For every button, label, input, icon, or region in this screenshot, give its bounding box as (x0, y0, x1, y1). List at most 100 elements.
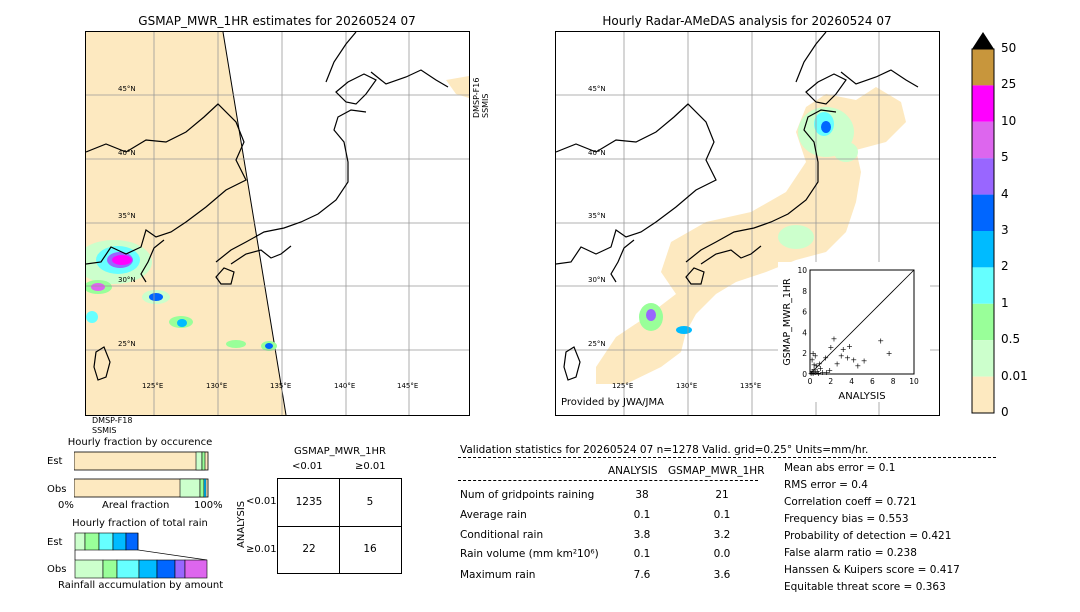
contingency-col-header: <0.01 (292, 461, 323, 472)
sat-name: DMSP-F18 (92, 416, 133, 425)
scatter-xtick: 2 (828, 377, 833, 386)
left-lat-label: 30°N (118, 276, 136, 284)
rain-area-medium (177, 319, 187, 327)
right-map-title: Hourly Radar-AMeDAS analysis for 2026052… (602, 14, 892, 28)
scatter-point: + (823, 368, 830, 377)
total-rain-seg (112, 532, 127, 551)
score-line: Hanssen & Kuipers score = 0.417 (784, 564, 960, 576)
validation-row-label: Average rain (460, 509, 527, 521)
total-rain-cat-est: Est (47, 537, 63, 548)
left-lat-label: 45°N (118, 85, 136, 93)
left-lon-label: 145°E (397, 382, 419, 390)
colorbar-segment (972, 376, 994, 413)
validation-col-gsmap: GSMAP_MWR_1HR (668, 465, 765, 477)
rain-area-medium (149, 293, 163, 301)
validation-header-rule (458, 457, 996, 458)
score-line: Mean abs error = 0.1 (784, 462, 896, 474)
right-lon-label: 130°E (676, 382, 698, 390)
scatter-point: + (810, 349, 817, 358)
validation-row-gsmap: 0.1 (713, 509, 731, 521)
right-lon-label: 135°E (740, 382, 762, 390)
rain-area-medium (676, 326, 692, 334)
scatter-point: + (844, 353, 851, 362)
total-rain-connector (137, 533, 208, 561)
validation-row-label: Num of gridpoints raining (460, 489, 595, 501)
scatter-point: + (826, 366, 833, 375)
scatter-point: + (814, 367, 821, 376)
rain-area-medium (265, 343, 273, 349)
scatter-point: + (886, 349, 893, 358)
sat-sensor: SSMIS (92, 426, 117, 435)
scatter-ytick: 10 (797, 266, 807, 275)
colorbar-tick-label: 2 (1001, 259, 1009, 274)
contingency-row-header: ≥0.01 (246, 544, 277, 555)
scatter-point: + (827, 343, 834, 352)
right-lon-label: 125°E (612, 382, 634, 390)
scatter-point: + (812, 368, 819, 377)
scatter-xlabel: ANALYSIS (838, 391, 885, 402)
scatter-point: + (877, 337, 884, 346)
colorbar-tick-label: 50 (1001, 41, 1017, 55)
left-corner-swath (446, 76, 469, 98)
colorbar-segment (972, 194, 994, 231)
scatter-ytick: 8 (802, 287, 807, 296)
contingency-col-header: ≥0.01 (355, 461, 386, 472)
occurrence-x-max: 100% (194, 500, 223, 511)
total-rain-seg (74, 559, 104, 579)
left-map-title: GSMAP_MWR_1HR estimates for 20260524 07 (138, 14, 416, 28)
contingency-grid: 1235 5 22 16 (277, 478, 402, 574)
scatter-point: + (813, 362, 820, 371)
left-map-grid (86, 32, 469, 415)
left-lon-label: 140°E (334, 382, 356, 390)
rain-area-heavy (646, 309, 656, 321)
colorbar-tick-label: 0.5 (1001, 332, 1021, 347)
scatter-point: + (810, 369, 817, 378)
occurrence-x-min: 0% (58, 500, 74, 511)
scatter-ylabel: GSMAP_MWR_1HR (782, 278, 793, 366)
sat-label-right: DMSP-F16 SSMIS (472, 78, 490, 118)
total-rain-seg (98, 532, 114, 551)
scatter-ytick: 6 (802, 308, 807, 317)
right-lat-label: 40°N (588, 149, 606, 157)
validation-row-analysis: 7.6 (633, 569, 651, 581)
scatter-point: + (854, 362, 861, 371)
contingency-divider (278, 526, 401, 527)
total-rain-chart (74, 532, 208, 579)
scatter-point: + (809, 367, 816, 376)
right-map (555, 31, 940, 416)
score-line: Equitable threat score = 0.363 (784, 581, 946, 593)
right-lat-label: 45°N (588, 85, 606, 93)
colorbar-over-arrow (972, 32, 994, 49)
score-line: False alarm ratio = 0.238 (784, 547, 917, 559)
sat-name: DMSP-F16 (472, 77, 481, 118)
left-lon-label: 135°E (270, 382, 292, 390)
colorbar-tick-label: 0.01 (1001, 368, 1028, 383)
validation-row-gsmap: 3.2 (713, 529, 731, 541)
occurrence-bar-obs (74, 478, 209, 498)
rain-area-intense (112, 255, 132, 265)
validation-row-gsmap: 3.6 (713, 569, 731, 581)
scatter-point: + (812, 351, 819, 360)
occurrence-seg (201, 451, 206, 471)
right-lat-label: 35°N (588, 212, 606, 220)
scatter-point: + (808, 369, 815, 378)
colorbar-tick-label: 1 (1001, 295, 1009, 310)
occurrence-title: Hourly fraction by occurence (67, 437, 213, 448)
contingency-cell: 1235 (295, 496, 323, 508)
occurrence-seg (195, 451, 203, 471)
colorbar-frame (971, 48, 995, 414)
total-rain-seg (184, 559, 208, 579)
occurrence-seg (203, 478, 207, 498)
score-line: RMS error = 0.4 (784, 479, 868, 491)
validation-table-rule (458, 480, 758, 481)
contingency-title: GSMAP_MWR_1HR (294, 446, 386, 457)
score-line: Frequency bias = 0.553 (784, 513, 909, 525)
left-swath-edge (222, 32, 287, 415)
score-line: Probability of detection = 0.421 (784, 530, 952, 542)
left-map (85, 31, 470, 416)
occurrence-x-label: Areal fraction (102, 500, 170, 511)
validation-row-gsmap: 0.0 (713, 548, 731, 560)
occurrence-cat-obs: Obs (47, 484, 67, 495)
total-rain-seg (156, 559, 176, 579)
validation-row-analysis: 0.1 (633, 548, 651, 560)
